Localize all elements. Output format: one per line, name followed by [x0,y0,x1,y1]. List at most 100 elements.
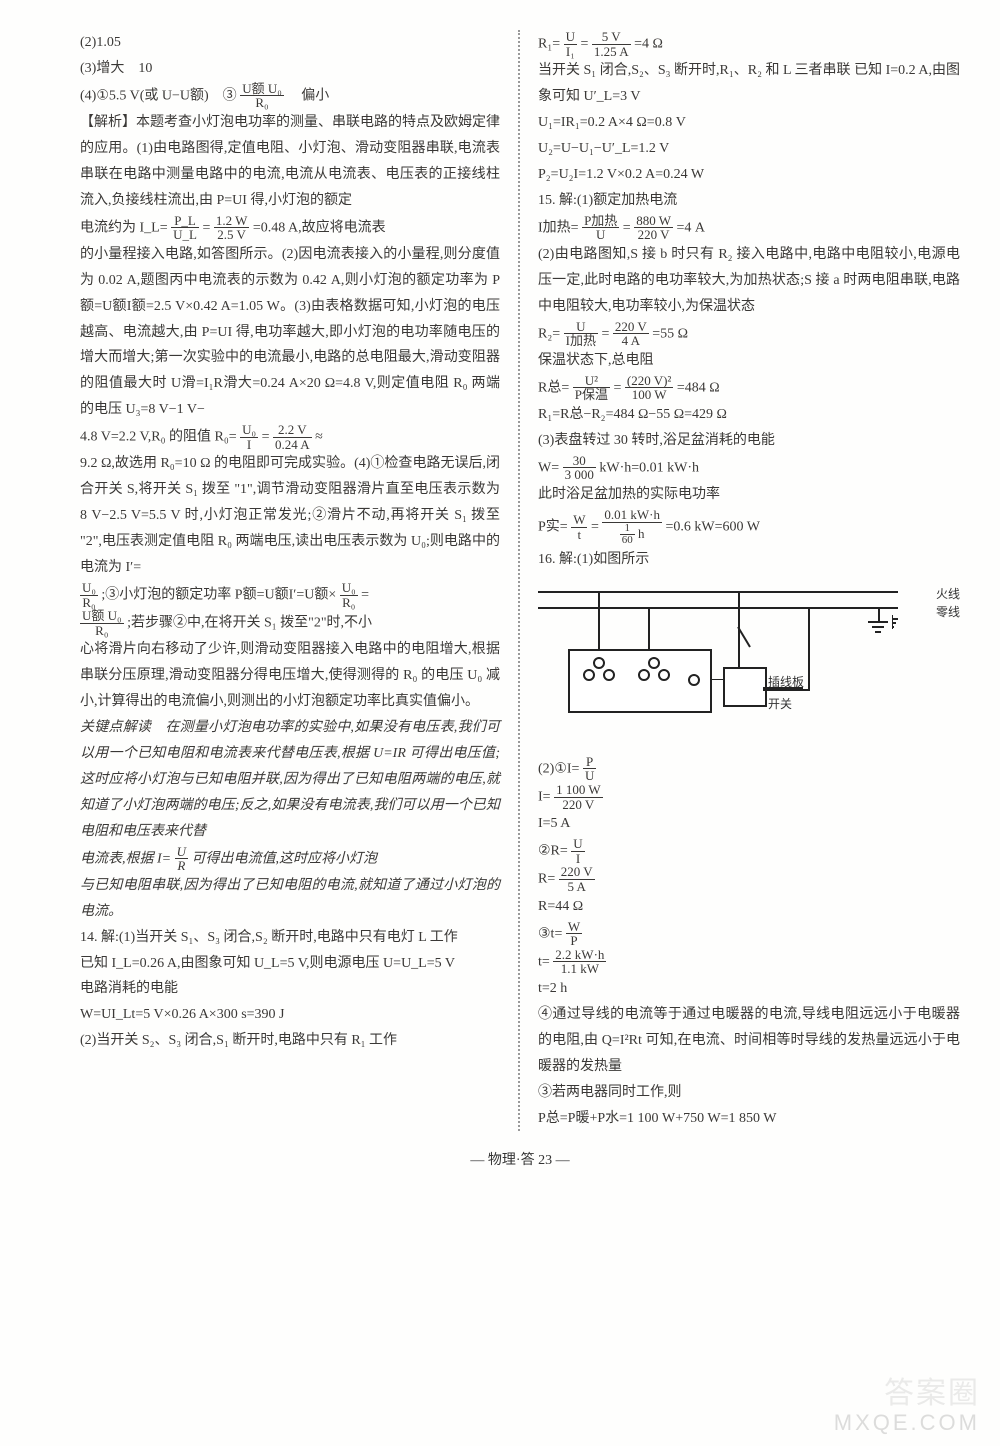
text-line: R=44 Ω [538,894,960,920]
denominator: 0.24 A [273,438,312,452]
numerator: U [564,30,577,45]
text: 可得出电流值,这时应将小灯泡 [192,851,378,866]
text-line: I= 1 100 W 220 V [538,783,960,811]
denominator: P [566,934,582,948]
fraction: U额 U₀ R₀ [240,82,284,110]
paragraph: 的小量程接入电路,如答图所示。(2)因电流表接入的小量程,则分度值为 0.02 … [80,242,500,423]
text: =4 A [677,220,706,235]
text-line: ②R= U I [538,837,960,865]
text-line: U₀ R₀ ;③小灯泡的额定功率 P额=U额I′=U额× U₀ R₀ = [80,581,500,609]
text: R₂= [538,326,560,341]
text: P实= [538,520,568,535]
text-line: P实= W t = 0.01 kW·h 1 60 h =0 [538,508,960,547]
text: I加热= [538,220,579,235]
text: ≈ [315,430,323,445]
numerator: 1 100 W [554,783,603,798]
paragraph: (2)由电路图知,S 接 b 时只有 R₂ 接入电路中,电路中电阻较小,电源电压… [538,242,960,320]
numerator: 2.2 V [273,423,312,438]
denominator: R₀ [80,596,98,610]
numerator: U₀ [240,423,258,438]
fraction: 5 V 1.25 A [592,30,631,58]
fraction: U₀ I [240,423,258,451]
paragraph: 心将滑片向右移动了少许,则滑动变阻器接入电路中的电阻增大,根据串联分压原理,滑动… [80,637,500,715]
fraction: 0.01 kW·h 1 60 h [602,508,662,547]
fraction: 1 100 W 220 V [554,783,603,811]
denominator: t [571,528,587,542]
text: 电流约为 I_L= [80,220,168,235]
paragraph: 9.2 Ω,故选用 R₀=10 Ω 的电阻即可完成实验。(4)①检查电路无误后,… [80,451,500,580]
text-line: W=UI_Lt=5 V×0.26 A×300 s=390 J [80,1002,500,1028]
left-column: (2)1.05 (3)增大 10 (4)①5.5 V(或 U−U额) ③ U额 … [80,30,520,1131]
fraction: U I₁ [564,30,577,58]
numerator: P_L [171,214,199,229]
numerator: 0.01 kW·h [602,508,662,523]
text: t= [538,954,550,969]
text: ;③小灯泡的额定功率 P额=U额I′=U额× [101,587,336,602]
fraction: 30 3 000 [563,454,596,482]
text: =0.6 kW=600 W [665,520,759,535]
text-line: U额 U₀ R₀ ;若步骤②中,在将开关 S₁ 拨至"2"时,不小 [80,609,500,637]
numerator: 30 [563,454,596,469]
text: 4.8 V=2.2 V,R₀ 的阻值 R₀= [80,430,237,445]
numerator: U [571,837,584,852]
fraction: U I加热 [564,320,598,348]
text: = [623,220,631,235]
fraction: 220 V 4 A [613,320,649,348]
text-line: 保温状态下,总电阻 [538,348,960,374]
denominator: 220 V [634,228,673,242]
denominator: P保温 [573,388,610,402]
text: ②R= [538,843,568,858]
denominator: I₁ [564,45,577,59]
sub-fraction: 1 60 [620,523,635,547]
label-neutral: 零线 [936,601,960,623]
text-line: P₂=U₂I=1.2 V×0.2 A=0.24 W [538,162,960,188]
ground-icon [892,615,910,631]
text-line: R总= U² P保温 = (220 V)² 100 W =484 Ω [538,374,960,402]
text-line: 电流约为 I_L= P_L U_L = 1.2 W 2.5 V =0.48 A,… [80,214,500,242]
numerator: W [566,920,582,935]
text: = [591,520,599,535]
text-line: 4.8 V=2.2 V,R₀ 的阻值 R₀= U₀ I = 2.2 V 0.24… [80,423,500,451]
numerator: U额 U₀ [240,82,284,97]
paragraph: ④通过导线的电流等于通过电暖器的电流,导线电阻远远小于电暖器的电阻,由 Q=I²… [538,1002,960,1080]
text-line: (3)增大 10 [80,56,500,82]
switch-icon [728,627,758,667]
text-line: R₁= U I₁ = 5 V 1.25 A =4 Ω [538,30,960,58]
numerator: 880 W [634,214,673,229]
text: = [361,587,369,602]
text: = [581,36,589,51]
text-line: W= 30 3 000 kW·h=0.01 kW·h [538,454,960,482]
paragraph: 关键点解读 在测量小灯泡电功率的实验中,如果没有电压表,我们可以用一个已知电阻和… [80,715,500,844]
denominator: U [583,769,596,783]
text: 偏小 [287,88,329,103]
denominator: 1.1 kW [553,962,606,976]
circuit-diagram: 火线 零线 [538,579,960,749]
fraction: 880 W 220 V [634,214,673,242]
denominator: I [240,438,258,452]
fraction: W t [571,513,587,541]
text-line: (2)当开关 S₂、S₃ 闭合,S₁ 断开时,电路中只有 R₁ 工作 [80,1028,500,1054]
denominator: U [582,228,619,242]
denominator: 3 000 [563,468,596,482]
numerator: 5 V [592,30,631,45]
paragraph: 【解析】本题考查小灯泡电功率的测量、串联电路的特点及欧姆定律的应用。(1)由电路… [80,110,500,214]
fraction: (220 V)² 100 W [625,374,673,402]
text-line: I加热= P加热 U = 880 W 220 V =4 A [538,214,960,242]
text-line: 电路消耗的电能 [80,976,500,1002]
fraction: 1.2 W 2.5 V [214,214,250,242]
text-line: (3)表盘转过 30 转时,浴足盆消耗的电能 [538,428,960,454]
fraction: P U [583,755,596,783]
text: (4)①5.5 V(或 U−U额) ③ [80,88,237,103]
text: =55 Ω [652,326,688,341]
numerator: 2.2 kW·h [553,948,606,963]
two-column-layout: (2)1.05 (3)增大 10 (4)①5.5 V(或 U−U额) ③ U额 … [80,30,960,1131]
watermark-url: MXQE.COM [834,1410,980,1436]
question-15: 15. 解:(1)额定加热电流 [538,188,960,214]
fraction: P_L U_L [171,214,199,242]
text: R₁= [538,36,560,51]
text: = [262,430,270,445]
text-line: P总=P暖+P水=1 100 W+750 W=1 850 W [538,1106,960,1132]
text: (2)①I= [538,761,579,776]
text: = [202,220,210,235]
denominator: I [571,852,584,866]
